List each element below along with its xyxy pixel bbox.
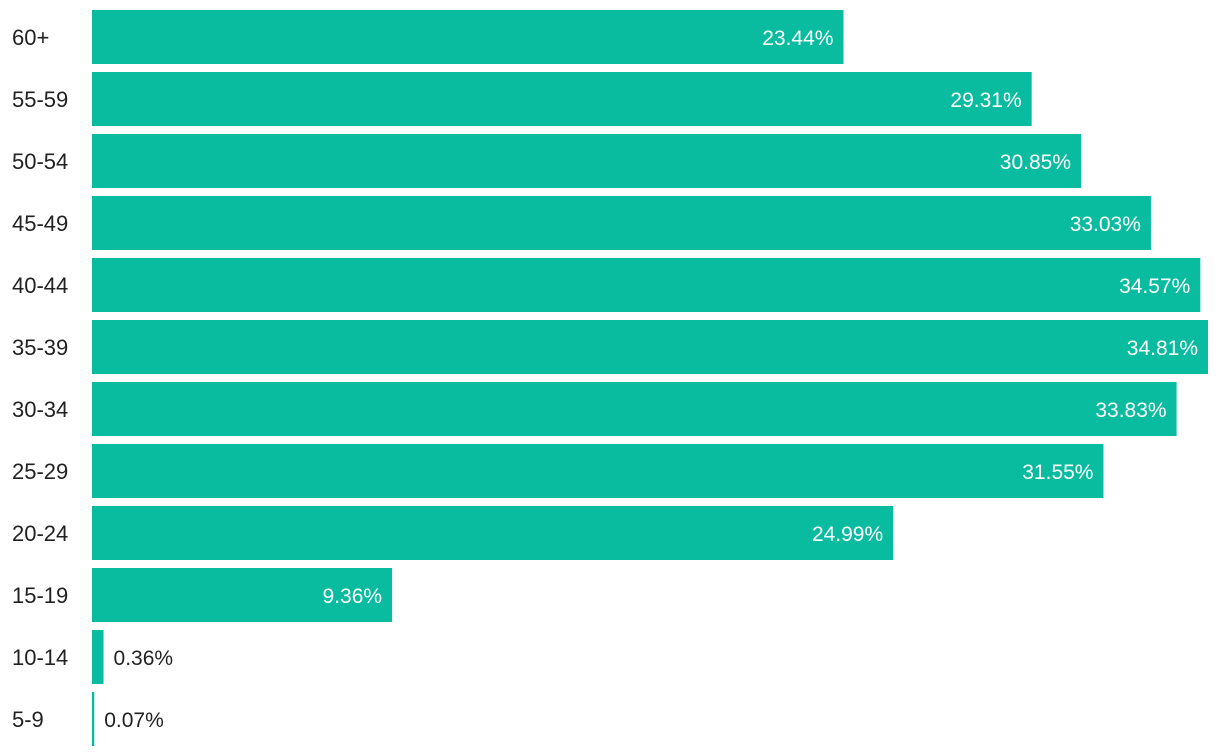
bar-40-44 bbox=[92, 258, 1201, 312]
category-label-10-14: 10-14 bbox=[12, 645, 68, 670]
bar-15-19 bbox=[92, 568, 393, 622]
value-label-55-59: 29.31% bbox=[950, 89, 1021, 112]
bar-35-39 bbox=[92, 320, 1208, 374]
value-label-45-49: 33.03% bbox=[1070, 213, 1141, 236]
bar-5-9 bbox=[92, 692, 95, 746]
value-label-15-19: 9.36% bbox=[323, 585, 383, 608]
category-label-55-59: 55-59 bbox=[12, 87, 68, 112]
bar-55-59 bbox=[92, 72, 1032, 126]
category-labels: 60+ 55-59 50-54 45-49 40-44 35-39 30-34 25-29 20… bbox=[12, 25, 68, 732]
category-label-35-39: 35-39 bbox=[12, 335, 68, 360]
category-label-5-9: 5-9 bbox=[12, 707, 44, 732]
bar-30-34 bbox=[92, 382, 1177, 436]
value-label-5-9: 0.07% bbox=[104, 709, 164, 732]
category-label-60plus: 60+ bbox=[12, 25, 49, 50]
bar-45-49 bbox=[92, 196, 1151, 250]
value-label-25-29: 31.55% bbox=[1022, 461, 1093, 484]
bar-25-29 bbox=[92, 444, 1104, 498]
category-label-50-54: 50-54 bbox=[12, 149, 68, 174]
value-labels: 23.44% 29.31% 30.85% 33.03% 34.57% 34.81% 33.8… bbox=[104, 27, 1198, 732]
category-label-20-24: 20-24 bbox=[12, 521, 68, 546]
value-label-10-14: 0.36% bbox=[114, 647, 174, 670]
value-label-35-39: 34.81% bbox=[1127, 337, 1198, 360]
category-label-40-44: 40-44 bbox=[12, 273, 68, 298]
value-label-30-34: 33.83% bbox=[1095, 399, 1166, 422]
value-label-40-44: 34.57% bbox=[1119, 275, 1190, 298]
value-label-60plus: 23.44% bbox=[762, 27, 833, 50]
bar-60plus bbox=[92, 10, 844, 64]
category-label-45-49: 45-49 bbox=[12, 211, 68, 236]
category-label-25-29: 25-29 bbox=[12, 459, 68, 484]
bar-10-14 bbox=[92, 630, 104, 684]
bar-50-54 bbox=[92, 134, 1082, 188]
value-label-50-54: 30.85% bbox=[1000, 151, 1071, 174]
bars bbox=[92, 10, 1208, 746]
category-label-15-19: 15-19 bbox=[12, 583, 68, 608]
bar-20-24 bbox=[92, 506, 894, 560]
category-label-30-34: 30-34 bbox=[12, 397, 68, 422]
value-label-20-24: 24.99% bbox=[812, 523, 883, 546]
